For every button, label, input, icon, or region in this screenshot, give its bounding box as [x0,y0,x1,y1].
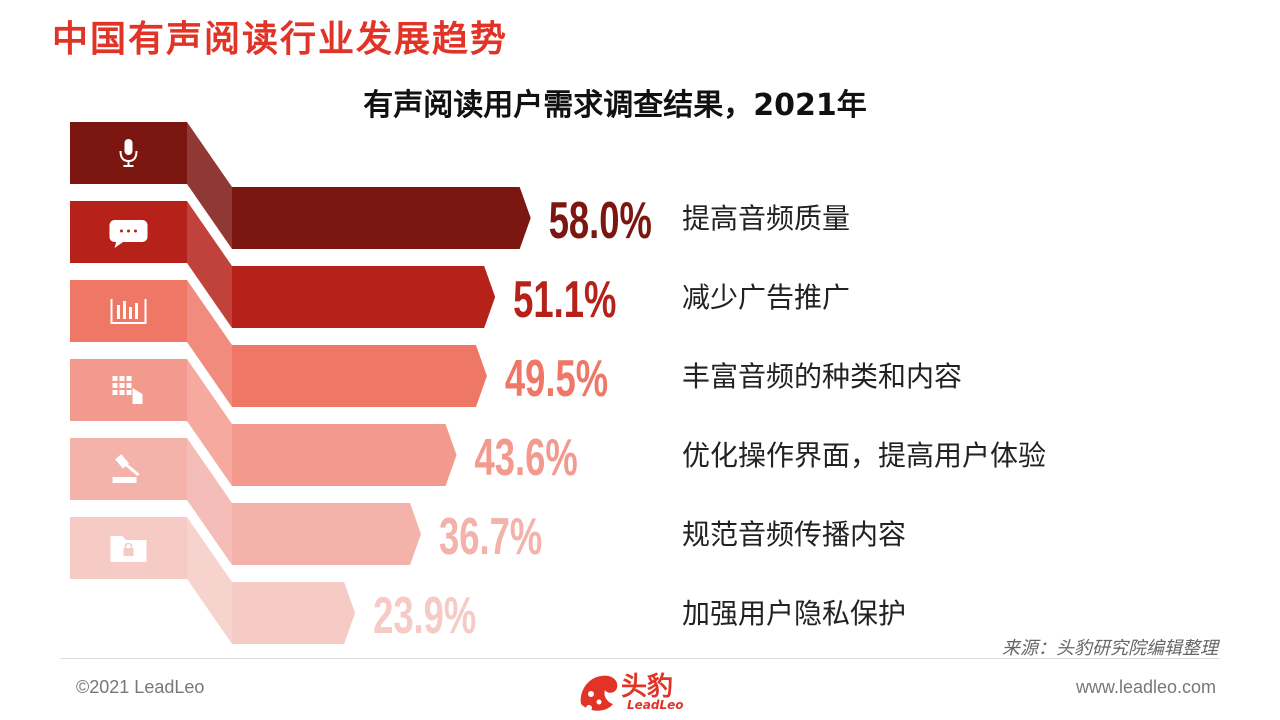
connector-ribbon [187,517,232,644]
connector-ribbon [187,280,232,407]
category-label: 提高音频质量 [682,202,850,235]
category-label: 加强用户隐私保护 [682,597,906,630]
connector-ribbon [187,438,232,565]
bar [232,503,422,565]
category-label: 减少广告推广 [682,281,850,314]
value-label: 36.7% [439,506,542,565]
microphone-icon [119,139,138,167]
connector-ribbon [187,201,232,328]
bar [232,187,531,249]
bar [232,424,457,486]
bar [232,345,487,407]
value-label: 43.6% [475,427,578,486]
locked-folder-icon [110,536,147,562]
leopard-logo-icon [580,675,618,711]
chat-bubble-icon [109,220,148,248]
value-label: 49.5% [505,348,608,407]
logo-text: 头豹 [621,672,674,702]
chart-title: 有声阅读用户需求调查结果，2021年 [363,88,867,123]
copyright-text: ©2021 LeadLeo [76,677,205,697]
website-link[interactable]: www.leadleo.com [1075,677,1216,697]
icon-tab [70,438,187,500]
connector-ribbon [187,122,232,249]
bar [232,266,496,328]
value-label: 58.0% [549,190,652,249]
category-label: 规范音频传播内容 [682,518,906,551]
footer-divider [60,658,1220,659]
category-label: 优化操作界面，提高用户体验 [682,439,1046,472]
category-label: 丰富音频的种类和内容 [682,360,962,393]
bar [232,582,356,644]
value-label: 23.9% [373,585,476,644]
value-label: 51.1% [513,269,616,328]
keypad-touch-icon [112,376,143,404]
logo-subtext: LeadLeo [627,698,684,712]
bar-chart-icon [110,299,147,324]
connector-ribbon [187,359,232,486]
icon-tab [70,280,187,342]
leadleo-logo: 头豹 LeadLeo [577,664,707,718]
gavel-icon [112,454,140,483]
source-note: 来源：头豹研究院编辑整理 [1002,638,1218,659]
page-title: 中国有声阅读行业发展趋势 [52,19,509,60]
